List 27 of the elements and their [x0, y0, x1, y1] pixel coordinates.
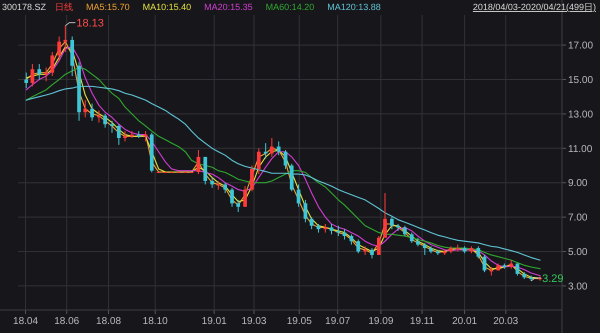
- x-tick-label: 18.04: [13, 316, 38, 327]
- annotation: 3.29: [542, 272, 564, 285]
- y-tick-label: 17.00: [568, 40, 594, 52]
- x-tick-label: 20.01: [452, 316, 478, 327]
- x-tick-label: 19.09: [368, 316, 394, 327]
- x-tick-label: 18.10: [142, 316, 168, 327]
- x-tick-label: 18.06: [54, 316, 80, 327]
- x-tick-label: 19.01: [202, 316, 228, 327]
- x-tick-label: 19.05: [286, 316, 312, 327]
- y-tick-label: 7.00: [568, 212, 588, 224]
- chart-subtitle: 2018/04/03-2020/04/21(499日): [472, 2, 596, 12]
- y-tick-label: 9.00: [568, 178, 588, 190]
- x-tick-label: 19.11: [410, 316, 435, 327]
- y-tick-label: 15.00: [568, 75, 594, 86]
- chart-title: 300178.SZ: [2, 2, 47, 12]
- legend: 日线 MA5:15.70 MA10:15.40 MA20:15.35 MA60:14.20 MA120:13.88: [55, 2, 381, 12]
- x-tick-label: 18.08: [96, 316, 122, 327]
- y-tick-label: 5.00: [568, 247, 588, 258]
- y-tick-label: 11.00: [568, 144, 593, 155]
- y-tick-label: 13.00: [568, 109, 594, 120]
- annotation: 3.29: [530, 272, 564, 285]
- annotation: 18.13: [64, 18, 104, 30]
- x-tick-label: 19.03: [241, 316, 267, 327]
- x-tick-label: 20.03: [493, 316, 519, 327]
- annotation: 18.13: [76, 18, 104, 30]
- x-tick-label: 19.07: [325, 316, 351, 327]
- y-tick-label: 3.00: [568, 281, 588, 292]
